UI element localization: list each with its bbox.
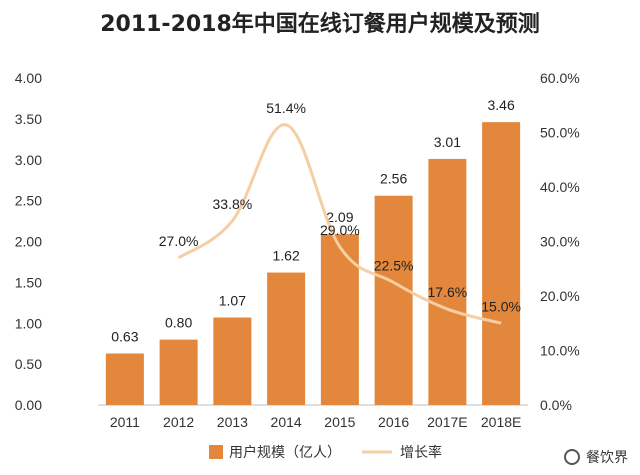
x-tick-label: 2018E [481,414,521,430]
x-tick-label: 2013 [217,414,248,430]
x-tick-label: 2014 [271,414,302,430]
bar [105,353,144,405]
bar-value-label: 2.56 [380,171,407,187]
bar [320,234,359,405]
bar-value-label: 0.63 [111,328,138,344]
y-left-tick-label: 0.50 [15,356,42,372]
x-tick-label: 2015 [324,414,355,430]
bar [482,122,521,406]
x-tick-label: 2012 [163,414,194,430]
legend-label-line: 增长率 [400,444,442,460]
bar [428,158,467,405]
line-value-label: 29.0% [320,222,360,238]
y-left-tick-label: 2.50 [15,193,42,209]
line-value-label: 27.0% [159,233,199,249]
bar-value-label: 0.80 [165,315,192,331]
growth-rate-line [177,123,502,325]
bar [213,317,252,405]
y-right-tick-label: 10.0% [540,343,580,359]
bar [159,339,198,405]
y-right-tick-label: 60.0% [540,70,580,86]
brand-name: 餐饮界 [586,449,628,465]
line-value-label: 17.6% [428,284,468,300]
y-right-tick-label: 50.0% [540,125,580,141]
wechat-icon [564,449,580,465]
chart-title: 2011-2018年中国在线订餐用户规模及预测 [100,12,540,37]
x-tick-label: 2011 [110,414,140,430]
x-tick-label: 2017E [427,414,467,430]
x-tick-label: 2016 [378,414,409,430]
y-left-tick-label: 2.00 [15,234,42,250]
y-right-tick-label: 40.0% [540,179,580,195]
y-left-tick-label: 0.00 [15,397,42,413]
bar [267,272,306,405]
legend-swatch-bar [209,445,223,459]
bar-value-label: 3.01 [434,134,461,150]
line-value-label: 15.0% [481,298,521,314]
y-left-tick-label: 4.00 [15,70,42,86]
line-value-label: 33.8% [213,196,253,212]
line-value-label: 22.5% [374,257,414,273]
y-right-tick-label: 30.0% [540,234,580,250]
y-right-tick-label: 0.0% [540,397,572,413]
brand-watermark: 餐饮界 [564,447,628,467]
bar-value-label: 3.46 [488,97,515,113]
line-value-label: 51.4% [266,100,306,116]
bar-value-label: 1.07 [219,293,246,309]
legend-label-bar: 用户规模（亿人） [229,444,341,460]
y-left-tick-label: 3.50 [15,111,42,127]
bar-value-label: 2.09 [326,209,353,225]
bar-value-label: 1.62 [273,248,300,264]
bar [374,195,413,405]
y-left-tick-label: 3.00 [15,152,42,168]
y-left-tick-label: 1.00 [15,315,42,331]
y-left-tick-label: 1.50 [15,274,42,290]
y-right-tick-label: 20.0% [540,288,580,304]
